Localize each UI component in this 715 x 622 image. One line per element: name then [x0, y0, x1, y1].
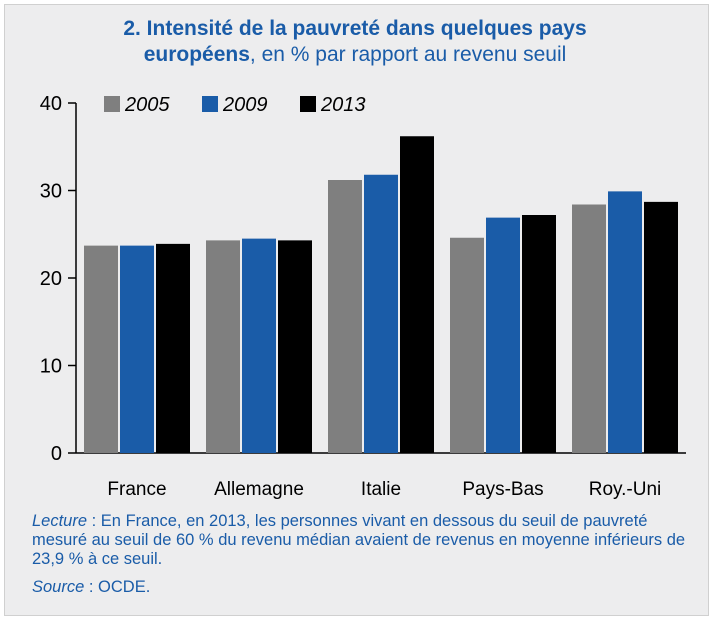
source-label: Source — [32, 578, 85, 596]
bar — [486, 217, 520, 453]
x-tick-label: Pays-Bas — [462, 479, 543, 500]
bar — [156, 243, 190, 453]
legend-swatch — [300, 96, 316, 112]
y-tick-label: 30 — [40, 181, 62, 203]
bar — [364, 174, 398, 453]
legend-label: 2009 — [222, 94, 268, 116]
legend-swatch — [202, 96, 218, 112]
bar — [522, 215, 556, 453]
bar — [572, 204, 606, 453]
bar — [608, 191, 642, 453]
y-tick-label: 0 — [51, 443, 62, 465]
source-note: Source : OCDE. — [32, 578, 150, 597]
bar — [400, 136, 434, 453]
reading-note-text: : En France, en 2013, les personnes viva… — [32, 512, 686, 568]
title-line-2-bold: européens — [143, 43, 250, 66]
x-tick-label: Italie — [361, 479, 401, 500]
bar — [644, 201, 678, 453]
y-tick-label: 20 — [40, 268, 62, 290]
legend-swatch — [104, 96, 120, 112]
y-tick-label: 10 — [40, 356, 62, 378]
legend-label: 2013 — [320, 94, 366, 116]
bar — [120, 245, 154, 453]
reading-note-label: Lecture — [32, 512, 88, 530]
legend-label: 2005 — [124, 94, 170, 116]
bar — [328, 180, 362, 453]
bar — [278, 240, 312, 453]
bar — [84, 245, 118, 453]
reading-note: Lecture : En France, en 2013, les person… — [32, 512, 692, 569]
title-line-1: 2. Intensité de la pauvreté dans quelque… — [123, 17, 587, 40]
chart-title: 2. Intensité de la pauvreté dans quelque… — [10, 16, 700, 68]
title-line-2-rest: , en % par rapport au revenu seuil — [249, 43, 567, 66]
y-tick-label: 40 — [40, 93, 62, 115]
source-text: : OCDE. — [84, 578, 151, 596]
bar — [206, 240, 240, 453]
x-tick-label: Roy.-Uni — [589, 479, 662, 500]
bar — [242, 238, 276, 453]
x-tick-label: Allemagne — [214, 479, 304, 500]
x-tick-label: France — [107, 479, 166, 500]
bar — [450, 237, 484, 453]
